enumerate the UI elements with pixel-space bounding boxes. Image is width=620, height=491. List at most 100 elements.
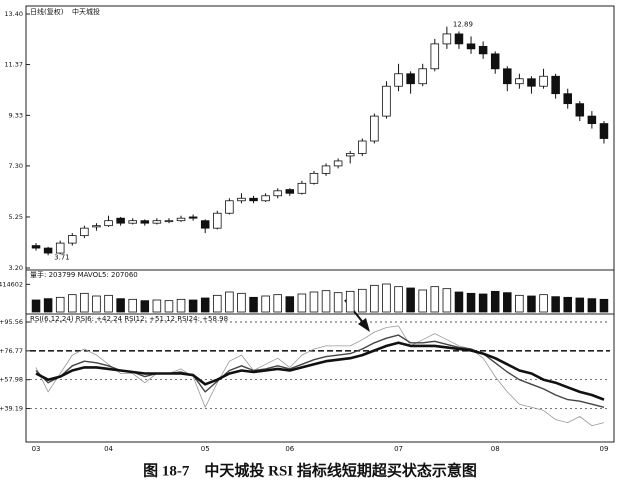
volume-bar	[490, 290, 500, 313]
x-tick-label: 07	[394, 445, 403, 453]
y-tick-label: 414602	[0, 280, 23, 288]
candle-body	[370, 115, 379, 142]
volume-bar	[273, 294, 282, 313]
volume-bar	[297, 293, 307, 313]
candle-body	[237, 197, 246, 202]
volume-bar	[285, 296, 295, 313]
volume-bar	[515, 294, 524, 313]
candle-body	[285, 189, 295, 194]
volume-bar	[261, 295, 270, 313]
candle-body	[200, 220, 210, 229]
high-annotation: 12.89	[453, 21, 473, 29]
candle-body	[515, 78, 524, 85]
x-tick-label: 06	[285, 445, 294, 453]
candle-body	[116, 217, 125, 224]
low-annotation: 3.71	[54, 253, 70, 261]
caption: 图 18-7 中天城投 RSI 指标线短期超买状态示意图	[143, 461, 477, 479]
candle-body	[128, 220, 137, 224]
rsi-title: RSI(6,12,24) RSI6: +42.24 RSI12: +51.12 …	[30, 315, 228, 323]
volume-bar	[539, 294, 548, 313]
candle-body	[454, 33, 464, 45]
volume-bar	[164, 300, 174, 313]
candle-body	[55, 242, 65, 254]
arrow-head	[358, 318, 370, 332]
candle-body	[273, 190, 282, 197]
volume-bar	[599, 298, 609, 313]
volume-bar	[80, 292, 89, 313]
volume-bar	[225, 291, 234, 313]
candle-body	[140, 220, 150, 224]
y-tick-label: +39.19	[0, 405, 23, 413]
candle-body	[297, 182, 307, 194]
x-tick-label: 04	[104, 445, 113, 453]
volume-bar	[188, 299, 198, 313]
volume-bar	[213, 294, 222, 313]
volume-bar	[321, 290, 331, 313]
x-tick-label: 08	[491, 445, 500, 453]
volume-bar	[176, 298, 186, 313]
volume-bar	[249, 296, 258, 313]
volume-bar	[104, 294, 113, 313]
volume-bar	[55, 296, 65, 313]
candle-body	[92, 225, 101, 228]
rsi-line	[35, 341, 605, 401]
candle-body	[68, 235, 77, 244]
candle-body	[249, 197, 258, 202]
y-tick-label: 3.20	[9, 264, 23, 272]
volume-bar	[575, 297, 585, 313]
volume-bar	[551, 296, 560, 313]
candle-body	[345, 153, 355, 157]
candle-body	[43, 247, 53, 254]
volume-bar	[454, 291, 464, 313]
frame	[25, 5, 615, 443]
candle-body	[164, 220, 174, 223]
volume-bar	[466, 292, 476, 313]
candle-body	[466, 43, 476, 50]
rsi-line	[35, 325, 605, 427]
x-tick-label: 09	[599, 445, 608, 453]
volume-bar	[442, 288, 452, 313]
volume-bar	[370, 284, 379, 313]
candle-body	[309, 172, 319, 184]
volume-bar	[503, 292, 512, 313]
candle-body	[321, 165, 331, 174]
y-tick-label: +76.77	[0, 347, 23, 355]
candle-body	[503, 68, 512, 85]
stock-name: 中天城投	[72, 7, 100, 16]
candle-body	[152, 220, 162, 224]
volume-bar	[527, 295, 536, 313]
volume-bar	[478, 293, 488, 313]
volume-bar	[406, 287, 415, 313]
volume-bar	[358, 288, 367, 313]
candle-body	[394, 73, 403, 87]
candle-body	[406, 73, 415, 85]
volume-bar	[418, 289, 427, 313]
candle-body	[418, 68, 427, 85]
volume-bar	[237, 292, 246, 313]
volume-bar	[333, 292, 343, 313]
volume-title: 量手: 203799 MAVOL5: 207060	[30, 270, 138, 279]
volume-bar	[430, 286, 440, 313]
x-tick-label: 03	[32, 445, 41, 453]
candle-body	[176, 217, 186, 222]
y-tick-label: 5.25	[9, 213, 23, 221]
volume-bar	[394, 286, 403, 313]
volume-bar	[43, 298, 53, 313]
volume-bar	[587, 298, 597, 313]
candle-body	[31, 245, 41, 249]
volume-bar	[128, 298, 137, 313]
y-tick-label: 11.37	[4, 61, 23, 69]
candle-body	[213, 212, 222, 229]
candle-body	[563, 93, 572, 105]
x-tick-label: 05	[201, 445, 210, 453]
volume-bar	[563, 296, 572, 313]
candle-body	[225, 200, 234, 214]
y-tick-label: 7.30	[9, 162, 23, 170]
candle-body	[382, 85, 391, 117]
volume-bar	[200, 297, 210, 313]
candle-body	[261, 195, 270, 202]
candle-body	[527, 78, 536, 87]
y-tick-label: 9.33	[9, 111, 23, 119]
